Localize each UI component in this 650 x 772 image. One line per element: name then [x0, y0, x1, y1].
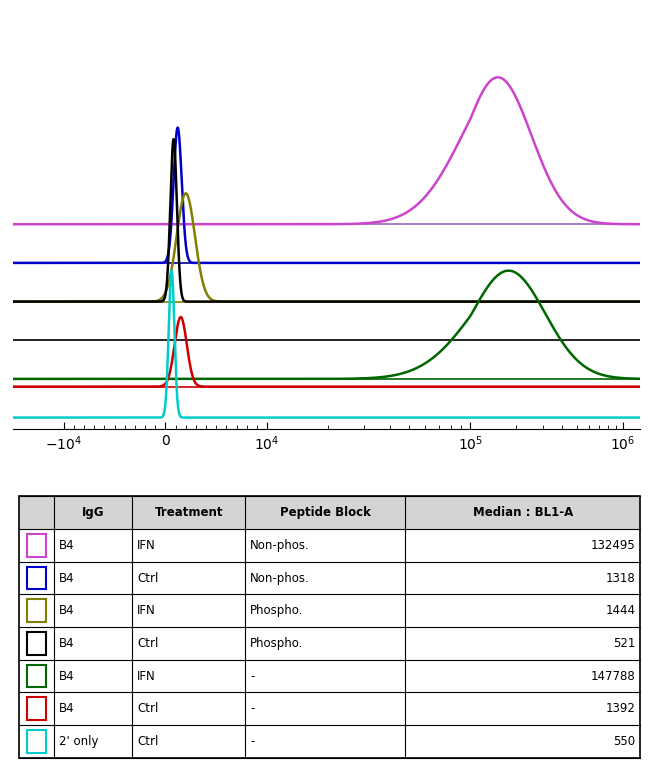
Text: 1392: 1392 — [605, 703, 635, 715]
Text: Phospho.: Phospho. — [250, 604, 304, 618]
Text: Treatment: Treatment — [155, 506, 223, 520]
Text: -: - — [250, 669, 255, 682]
Bar — [27, 567, 46, 590]
Bar — [27, 665, 46, 688]
Text: 550: 550 — [613, 735, 635, 748]
Text: IFN: IFN — [137, 539, 156, 552]
Text: 1318: 1318 — [606, 571, 635, 584]
Text: 2' only: 2' only — [58, 735, 98, 748]
Text: -: - — [250, 703, 255, 715]
Text: Ctrl: Ctrl — [137, 735, 159, 748]
Text: B4: B4 — [58, 703, 74, 715]
Text: Non-phos.: Non-phos. — [250, 571, 310, 584]
Text: 147788: 147788 — [590, 669, 635, 682]
Text: Phospho.: Phospho. — [250, 637, 304, 650]
Text: 1444: 1444 — [605, 604, 635, 618]
Text: IFN: IFN — [137, 604, 156, 618]
Text: Non-phos.: Non-phos. — [250, 539, 310, 552]
Text: B4: B4 — [58, 669, 74, 682]
Text: Ctrl: Ctrl — [137, 571, 159, 584]
Text: B4: B4 — [58, 571, 74, 584]
Bar — [20, 496, 640, 529]
Text: B4: B4 — [58, 604, 74, 618]
Text: 132495: 132495 — [590, 539, 635, 552]
Text: Ctrl: Ctrl — [137, 637, 159, 650]
Text: IFN: IFN — [137, 669, 156, 682]
Text: -: - — [250, 735, 255, 748]
Text: Median : BL1-A: Median : BL1-A — [473, 506, 573, 520]
Text: Ctrl: Ctrl — [137, 703, 159, 715]
Text: B4: B4 — [58, 539, 74, 552]
Text: Peptide Block: Peptide Block — [280, 506, 370, 520]
Bar — [27, 730, 46, 753]
Text: IgG: IgG — [82, 506, 104, 520]
Text: 521: 521 — [613, 637, 635, 650]
Bar — [27, 697, 46, 720]
Bar — [27, 599, 46, 622]
Bar — [27, 534, 46, 557]
Bar — [27, 632, 46, 655]
Text: B4: B4 — [58, 637, 74, 650]
